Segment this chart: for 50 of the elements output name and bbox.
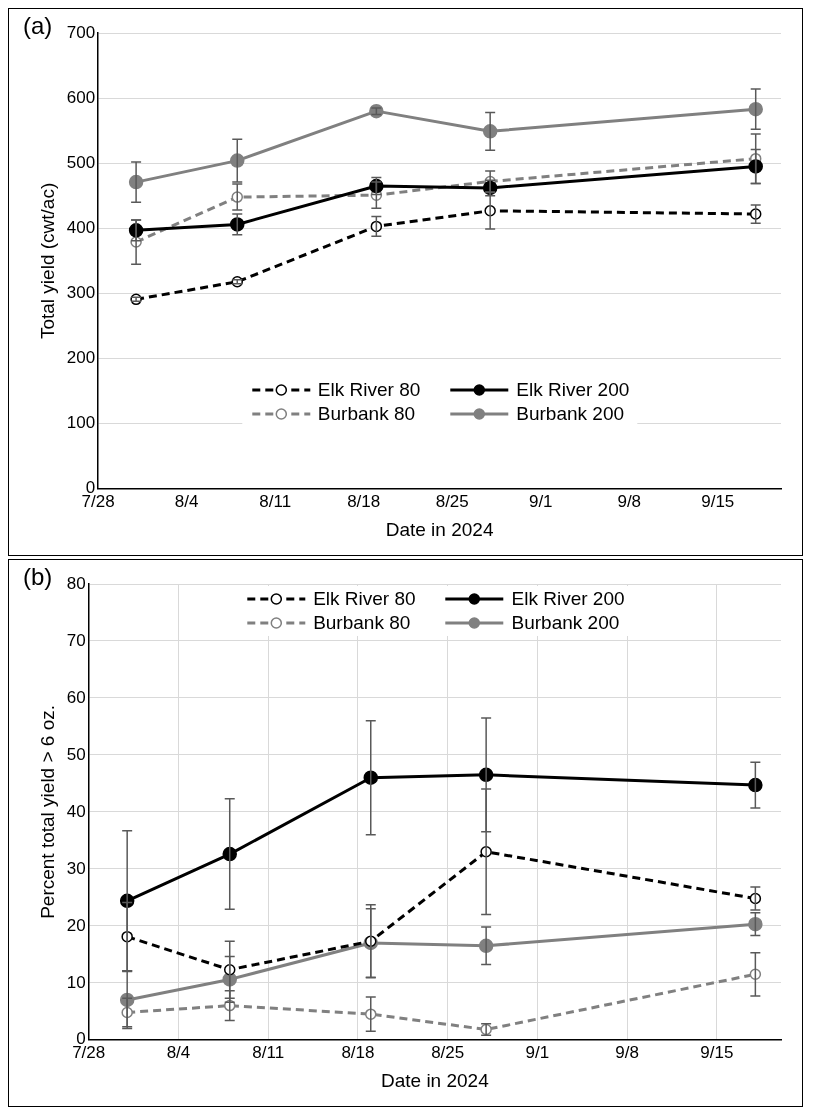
x-tick-label: 9/1 [525, 1042, 550, 1062]
y-tick-label: 20 [66, 915, 86, 935]
y-axis-title: Percent total yield > 6 oz. [36, 704, 58, 919]
point [230, 217, 245, 232]
y-tick-label: 10 [66, 972, 86, 992]
legend-label: Burbank 80 [317, 402, 416, 425]
legend-label: Elk River 80 [317, 378, 421, 401]
legend-label: Elk River 200 [511, 588, 625, 610]
x-tick-label: 8/11 [252, 1042, 285, 1062]
y-tick-label: 600 [66, 87, 96, 107]
legend-label: Elk River 200 [516, 378, 630, 401]
point [748, 159, 763, 174]
x-tick-label: 8/4 [166, 1042, 191, 1062]
y-tick-label: 40 [66, 801, 86, 821]
y-tick-label: 100 [66, 413, 96, 433]
x-axis-title: Date in 2024 [385, 518, 494, 540]
point [748, 916, 763, 932]
x-tick-label: 8/4 [174, 491, 199, 511]
y-tick-label: 70 [66, 630, 86, 650]
y-tick-label: 60 [66, 687, 86, 707]
x-tick-label: 9/15 [701, 491, 735, 511]
x-tick-label: 9/8 [617, 491, 642, 511]
y-tick-label: 30 [66, 858, 86, 878]
y-axis-title: Total yield (cwt/ac) [36, 182, 58, 340]
y-tick-label: 80 [66, 573, 86, 593]
x-tick-label: 8/18 [347, 491, 381, 511]
x-tick-label: 8/25 [431, 1042, 465, 1062]
legend-label: Elk River 80 [313, 588, 416, 610]
x-axis-title: Date in 2024 [380, 1069, 490, 1091]
y-tick-label: 700 [66, 22, 96, 42]
chart-title: (b) [23, 562, 53, 590]
x-tick-label: 8/11 [259, 491, 292, 511]
point [230, 153, 245, 168]
x-tick-label: 8/25 [435, 491, 469, 511]
y-tick-label: 200 [66, 348, 96, 368]
y-tick-label: 500 [66, 152, 96, 172]
legend-label: Burbank 80 [313, 612, 411, 634]
x-tick-label: 9/8 [615, 1042, 639, 1062]
point [748, 101, 763, 117]
x-tick-label: 9/1 [528, 491, 553, 511]
y-tick-label: 300 [66, 283, 96, 303]
point [748, 777, 763, 793]
y-tick-label: 400 [66, 218, 96, 238]
chart-title: (a) [23, 11, 53, 39]
legend-label: Burbank 200 [516, 402, 625, 425]
legend-label: Burbank 200 [511, 612, 620, 634]
x-tick-label: 9/15 [700, 1042, 734, 1062]
x-tick-label: 8/18 [341, 1042, 375, 1062]
point [369, 103, 384, 119]
y-tick-label: 50 [66, 744, 86, 764]
